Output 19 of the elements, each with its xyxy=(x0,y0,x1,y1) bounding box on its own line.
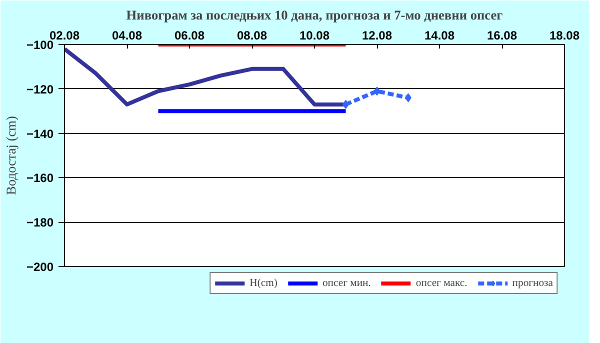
y-tick-label: −180 xyxy=(26,216,54,230)
y-tick-label: −160 xyxy=(26,171,54,186)
chart-title: Нивограм за последњих 10 дана, прогноза и 7-мо дневни опсег xyxy=(126,8,503,22)
x-tick-label: 14.08 xyxy=(424,28,455,42)
x-tick-label: 10.08 xyxy=(299,28,330,42)
legend-label: H(cm) xyxy=(250,277,278,289)
y-tick-label: −120 xyxy=(26,82,54,96)
y-axis-title: Водостај (cm) xyxy=(3,116,18,195)
y-tick-label: −200 xyxy=(26,260,54,274)
x-tick-label: 04.08 xyxy=(112,28,142,42)
x-tick-label: 12.08 xyxy=(362,28,392,42)
y-tick-label: −140 xyxy=(26,126,54,141)
legend-label: опсег макс. xyxy=(416,277,468,289)
legend-label: прогноза xyxy=(512,277,553,289)
x-tick-label: 08.08 xyxy=(236,28,268,42)
x-tick-label: 06.08 xyxy=(174,28,205,42)
x-tick-label: 18.08 xyxy=(549,28,580,42)
legend-label: опсег мин. xyxy=(322,277,371,289)
x-tick-label: 16.08 xyxy=(486,28,518,42)
